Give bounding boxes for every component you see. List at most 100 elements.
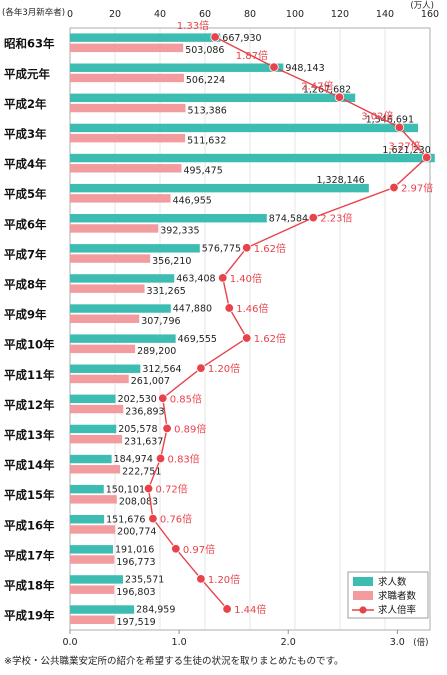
ratio-point: [242, 243, 252, 253]
bar-job-openings: [70, 274, 175, 283]
ratio-point: [158, 393, 168, 403]
bar-job-seekers: [70, 434, 123, 444]
ratio-label: 0.76倍: [160, 513, 192, 526]
category-label: 平成15年: [4, 488, 55, 502]
job-openings-label: 447,880: [173, 304, 212, 315]
legend-label-ratio: 求人倍率: [378, 604, 417, 616]
bar-job-seekers: [70, 314, 140, 323]
bar-job-openings: [70, 214, 267, 223]
bar-job-openings: [70, 605, 135, 614]
bar-job-openings: [70, 123, 419, 133]
footnote: ※学校・公共職業安定所の紹介を希望する生徒の状況を取りまとめたものです。: [4, 656, 344, 667]
job-openings-label: 576,775: [202, 244, 241, 255]
ratio-point: [218, 273, 228, 283]
category-label: 平成3年: [4, 127, 47, 141]
ratio-label: 1.20倍: [208, 362, 240, 375]
bar-job-openings: [70, 484, 104, 494]
job-openings-label: 191,016: [115, 545, 154, 556]
bar-job-openings: [70, 63, 284, 72]
bar-job-seekers: [70, 254, 151, 263]
bar-job-seekers: [70, 164, 182, 173]
bar-job-openings: [70, 334, 176, 343]
ratio-label: 1.62倍: [254, 242, 286, 255]
job-openings-label: 667,930: [222, 33, 261, 44]
ratio-line: [147, 36, 428, 610]
job-seekers-label: 356,210: [152, 256, 191, 267]
legend-swatch-ratio-point: [359, 606, 367, 614]
ratio-label: 3.02倍: [361, 109, 393, 122]
category-label: 平成16年: [4, 518, 55, 532]
legend-label-job-openings: 求人数: [378, 576, 407, 588]
bar-job-seekers: [70, 374, 129, 384]
bar-job-seekers: [70, 465, 121, 474]
job-seekers-label: 289,200: [137, 346, 176, 357]
bar-job-seekers: [70, 224, 159, 233]
job-openings-label: 205,578: [118, 424, 157, 435]
ratio-label: 1.44倍: [234, 603, 266, 616]
bar-job-openings: [70, 394, 116, 404]
bar-job-openings: [70, 153, 435, 163]
category-label: 平成7年: [4, 247, 47, 261]
ratio-label: 0.97倍: [183, 543, 215, 556]
bar-job-seekers: [70, 133, 186, 143]
job-seekers-label: 513,386: [188, 105, 227, 116]
category-label: 平成8年: [4, 277, 47, 291]
job-openings-label: 874,584: [269, 213, 308, 224]
top-tick-label: 60: [199, 9, 211, 20]
ratio-label: 1.46倍: [236, 302, 268, 315]
ratio-point: [224, 303, 234, 313]
bar-job-openings: [70, 93, 356, 103]
job-openings-label: 235,571: [125, 575, 164, 586]
ratio-point: [394, 122, 405, 133]
bottom-tick-label: 0.0: [62, 637, 77, 648]
ratio-label: 0.83倍: [168, 452, 200, 465]
category-label: 平成14年: [4, 458, 55, 472]
bar-job-seekers: [70, 284, 145, 293]
job-seekers-label: 392,335: [160, 226, 199, 237]
job-seekers-label: 261,007: [131, 376, 170, 387]
bar-job-seekers: [70, 404, 124, 414]
ratio-point: [171, 544, 181, 554]
ratio-point: [269, 62, 279, 72]
job-openings-label: 202,530: [118, 394, 157, 405]
legend-label-job-seekers: 求職者数: [378, 590, 417, 602]
top-tick-label: 80: [244, 9, 256, 20]
bar-job-openings: [70, 304, 171, 313]
bar-job-seekers: [70, 103, 186, 113]
category-label: 平成元年: [4, 67, 50, 81]
job-seekers-label: 197,519: [116, 617, 155, 628]
job-seekers-label: 200,774: [117, 527, 156, 538]
job-openings-label: 284,959: [136, 605, 175, 616]
top-tick-label: 40: [154, 9, 166, 20]
category-label: 昭和63年: [4, 37, 55, 51]
category-label: 平成11年: [4, 368, 55, 382]
header-note: (各年3月新卒者): [2, 8, 66, 18]
category-label: 平成4年: [4, 157, 47, 171]
bar-job-openings: [70, 364, 141, 373]
job-openings-label: 1,328,146: [316, 175, 364, 186]
bar-job-seekers: [70, 344, 136, 354]
job-seekers-label: 331,265: [147, 286, 186, 297]
category-label: 平成18年: [4, 578, 55, 592]
ratio-point: [422, 152, 432, 163]
ratio-label: 2.23倍: [320, 212, 352, 225]
ratio-label: 1.87倍: [236, 49, 268, 62]
ratio-label: 0.72倍: [156, 483, 188, 496]
bottom-tick-label: 2.0: [281, 637, 296, 648]
job-openings-label: 1,621,230: [382, 145, 430, 156]
ratio-point: [143, 483, 154, 494]
ratio-label: 0.89倍: [174, 422, 206, 435]
ratio-point: [196, 363, 206, 373]
bar-job-openings: [70, 575, 124, 584]
bar-job-seekers: [70, 43, 184, 53]
job-openings-label: 151,676: [106, 514, 145, 525]
bar-job-seekers: [70, 495, 117, 504]
top-tick-label: 0: [67, 9, 73, 20]
category-label: 平成6年: [4, 217, 47, 231]
bar-job-openings: [70, 33, 221, 42]
ratio-point: [242, 333, 252, 343]
job-seekers-label: 196,803: [116, 587, 155, 598]
bar-job-seekers: [70, 73, 184, 83]
category-label: 平成5年: [4, 187, 47, 201]
ratio-point: [334, 92, 345, 102]
